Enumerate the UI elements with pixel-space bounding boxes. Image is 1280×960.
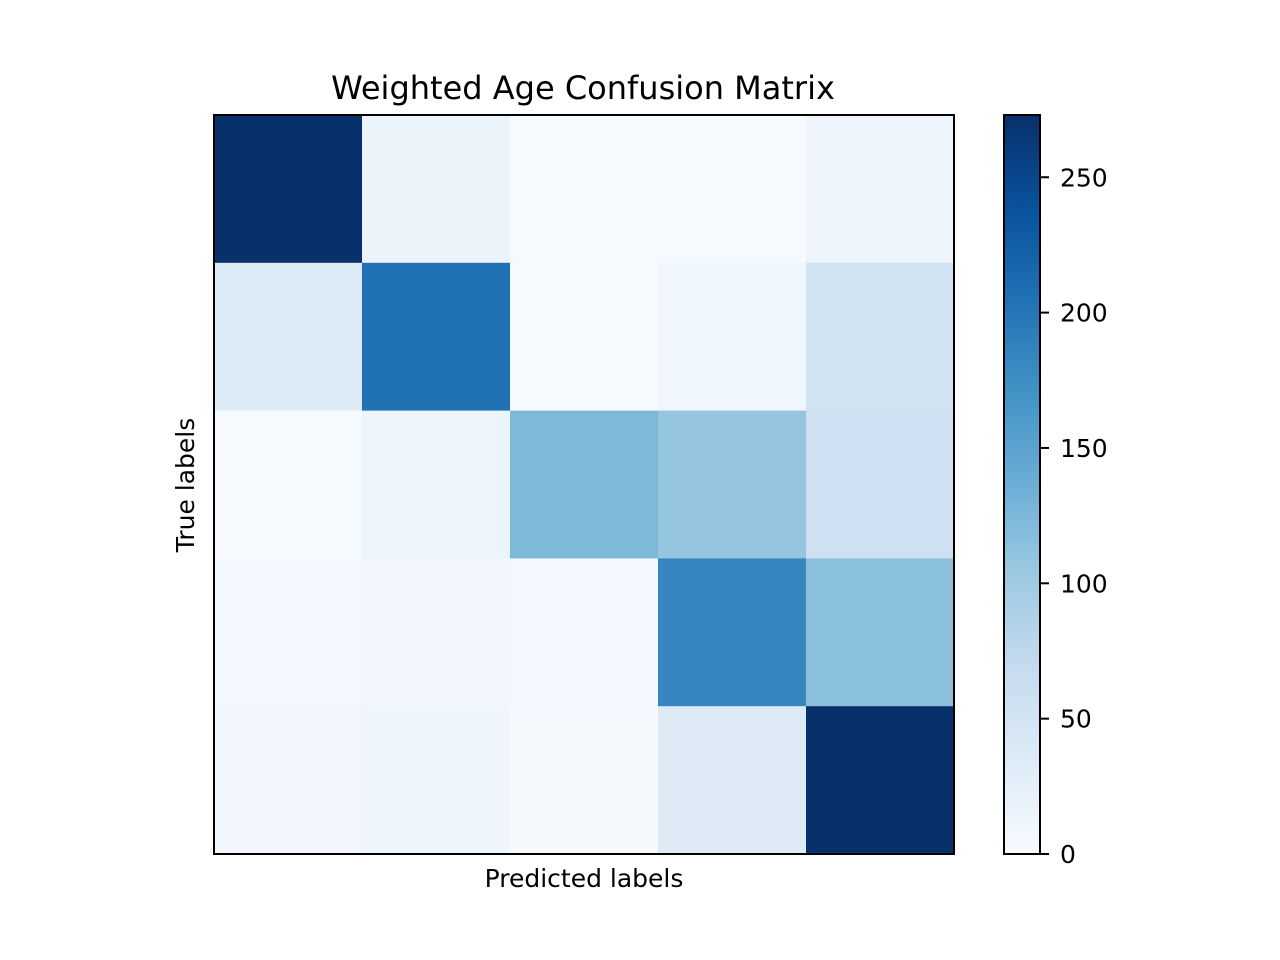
heatmap-cell-r1-c2 (510, 262, 659, 412)
heatmap-cell-r1-c1 (362, 262, 511, 412)
colorbar-tick-label: 150 (1060, 434, 1108, 463)
heatmap-cell-r1-c4 (806, 262, 955, 412)
colorbar (1004, 115, 1040, 854)
colorbar-ticks: 0 50 100 150 200 250 (1040, 163, 1108, 869)
colorbar-tick-label: 100 (1060, 569, 1108, 598)
heatmap-cell-r2-c1 (362, 410, 511, 559)
heatmap-cell-r2-c4 (806, 410, 955, 559)
colorbar-tick-label: 250 (1060, 163, 1108, 192)
heatmap-cell-r3-c3 (658, 558, 807, 707)
heatmap-cell-r4-c2 (510, 706, 659, 855)
y-axis-label: True labels (171, 418, 200, 554)
heatmap-cell-r4-c0 (214, 706, 363, 855)
x-axis-label: Predicted labels (485, 864, 684, 893)
chart-title: Weighted Age Confusion Matrix (331, 69, 835, 107)
heatmap-cell-r4-c4 (806, 706, 955, 855)
heatmap-cell-r1-c3 (658, 262, 807, 412)
heatmap-grid (214, 115, 955, 855)
heatmap-cell-r2-c0 (214, 410, 363, 559)
heatmap-cell-r3-c1 (362, 558, 511, 707)
heatmap-cell-r2-c2 (510, 410, 659, 559)
heatmap-cell-r4-c3 (658, 706, 807, 855)
heatmap-cell-r3-c0 (214, 558, 363, 707)
heatmap-cell-r0-c4 (806, 115, 955, 264)
heatmap-cell-r2-c3 (658, 410, 807, 559)
heatmap-cell-r1-c0 (214, 262, 363, 412)
colorbar-tick-label: 200 (1060, 299, 1108, 328)
heatmap-cell-r0-c0 (214, 115, 363, 264)
heatmap-cell-r4-c1 (362, 706, 511, 855)
heatmap-cell-r3-c4 (806, 558, 955, 707)
colorbar-frame (1003, 114, 1041, 855)
heatmap-cell-r0-c3 (658, 115, 807, 264)
heatmap-frame (213, 114, 955, 855)
colorbar-tick-label: 0 (1060, 840, 1076, 869)
heatmap-cell-r0-c2 (510, 115, 659, 264)
heatmap-cell-r3-c2 (510, 558, 659, 707)
colorbar-tick-label: 50 (1060, 705, 1092, 734)
heatmap-cell-r0-c1 (362, 115, 511, 264)
